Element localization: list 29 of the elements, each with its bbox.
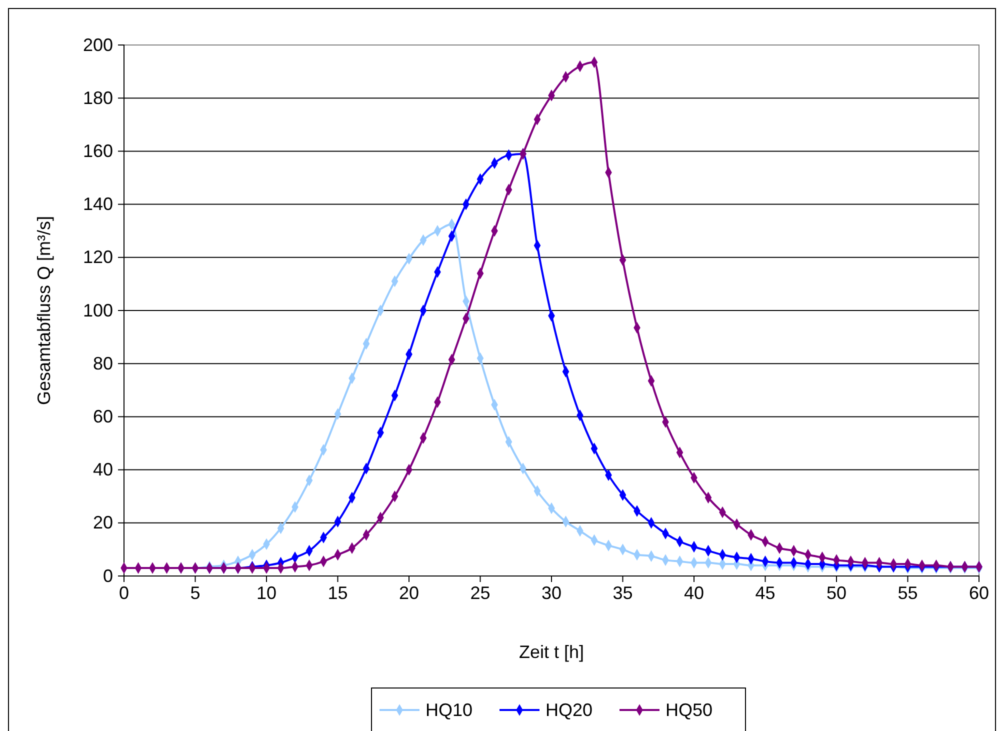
x-tick-label: 15 (328, 583, 348, 603)
x-tick-label: 50 (826, 583, 847, 603)
y-tick-label: 180 (82, 88, 113, 108)
x-tick-label: 25 (470, 583, 490, 603)
x-tick-label: 5 (190, 583, 200, 603)
y-tick-label: 100 (82, 300, 113, 320)
x-tick-label: 60 (968, 583, 990, 603)
y-tick-label: 40 (92, 460, 113, 480)
y-tick-label: 60 (92, 406, 113, 426)
x-tick-label: 20 (398, 583, 420, 603)
x-tick-label: 45 (755, 583, 776, 603)
x-tick-label: 35 (612, 583, 633, 603)
x-axis-title: Zeit t [h] (518, 642, 584, 662)
x-tick-label: 0 (118, 583, 130, 603)
legend-label: HQ20 (546, 700, 593, 720)
y-tick-label: 0 (102, 566, 113, 586)
x-tick-label: 55 (898, 583, 918, 603)
y-tick-label: 200 (82, 34, 113, 55)
x-tick-label: 40 (684, 583, 704, 603)
y-tick-label: 20 (92, 512, 113, 533)
legend-label: HQ10 (426, 700, 473, 720)
x-tick-label: 10 (256, 583, 277, 603)
x-tick-label: 30 (541, 583, 562, 603)
y-tick-label: 160 (82, 140, 113, 161)
y-tick-label: 140 (82, 194, 113, 214)
y-axis-title: Gesamtabfluss Q [m³/s] (34, 216, 54, 406)
y-tick-label: 120 (82, 247, 113, 268)
legend-label: HQ50 (666, 700, 713, 720)
y-tick-label: 80 (92, 353, 113, 374)
